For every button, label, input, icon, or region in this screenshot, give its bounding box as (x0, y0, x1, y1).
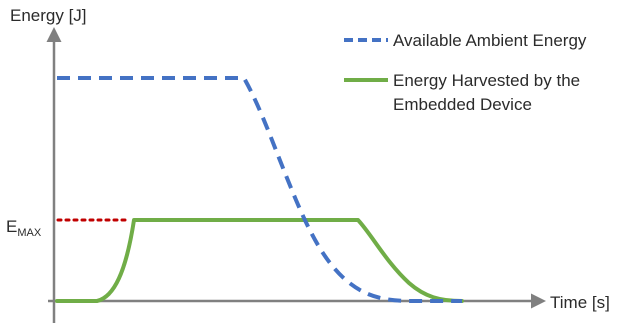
y-axis-label: Energy [J] (10, 6, 87, 25)
emax-label-main: E (6, 217, 17, 236)
harvested-energy-curve (55, 218, 464, 303)
legend-harvested-label-line2: Embedded Device (393, 95, 532, 114)
x-axis-label: Time [s] (550, 293, 610, 312)
legend-ambient-label: Available Ambient Energy (393, 31, 587, 50)
emax-label: EMAX (6, 217, 42, 239)
legend-harvested-label-line1: Energy Harvested by the (393, 71, 580, 90)
ambient-energy-curve (57, 76, 462, 303)
emax-label-subscript: MAX (17, 227, 42, 239)
